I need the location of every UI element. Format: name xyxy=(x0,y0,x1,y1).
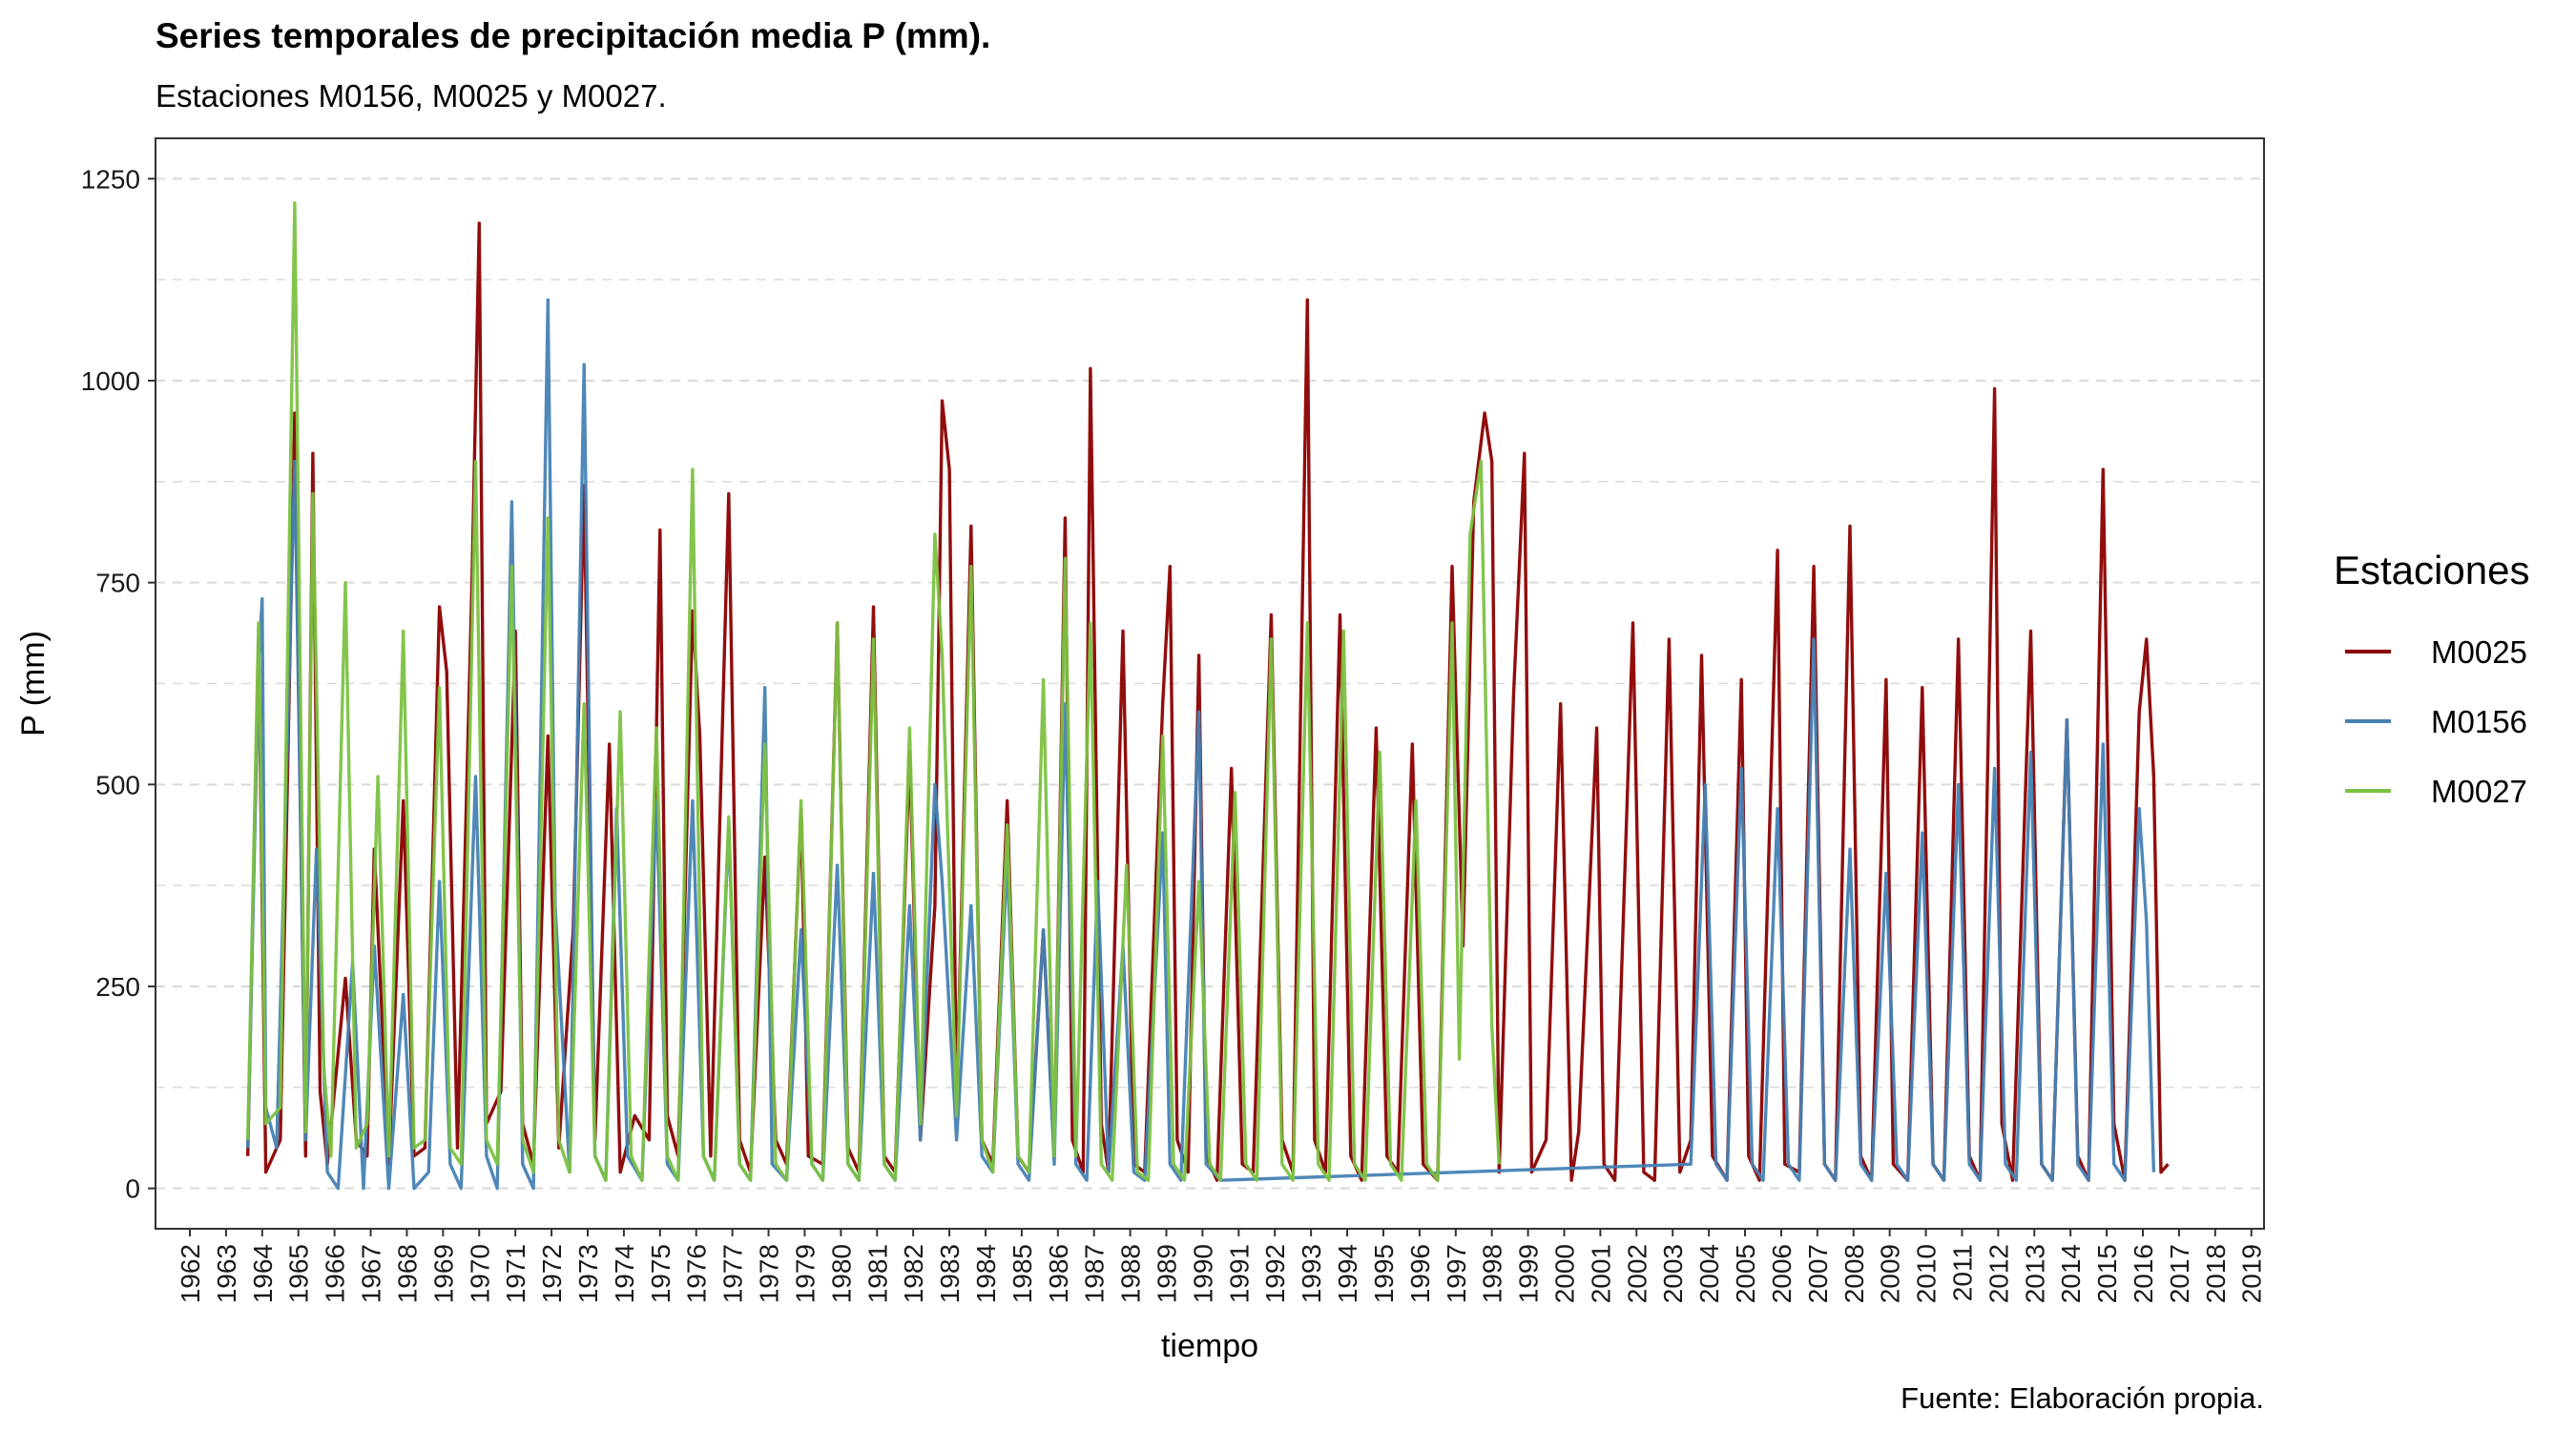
y-tick-label: 250 xyxy=(95,972,140,1002)
x-tick-label: 2016 xyxy=(2129,1244,2158,1303)
x-tick-label: 2005 xyxy=(1731,1244,1760,1303)
x-tick-label: 1983 xyxy=(935,1244,965,1303)
x-tick-label: 2019 xyxy=(2237,1244,2267,1303)
x-tick-label: 1972 xyxy=(537,1244,567,1303)
x-tick-label: 2000 xyxy=(1549,1244,1579,1303)
x-tick-label: 1965 xyxy=(284,1244,314,1303)
x-tick-label: 1966 xyxy=(321,1244,350,1303)
y-axis-title: P (mm) xyxy=(15,631,52,736)
y-tick-label: 1000 xyxy=(81,366,140,396)
x-tick-label: 1991 xyxy=(1224,1244,1254,1303)
x-tick-label: 2014 xyxy=(2056,1244,2086,1303)
x-tick-label: 2018 xyxy=(2201,1244,2231,1303)
chart-subtitle: Estaciones M0156, M0025 y M0027. xyxy=(156,78,667,114)
x-tick-label: 1998 xyxy=(1478,1244,1507,1303)
legend-label-m0156: M0156 xyxy=(2431,704,2527,739)
y-tick-label: 0 xyxy=(125,1174,140,1204)
y-tick-label: 1250 xyxy=(81,164,140,194)
y-tick-label: 750 xyxy=(95,569,140,598)
legend: Estaciones M0025 M0156 M0027 xyxy=(2334,548,2529,809)
x-tick-label: 1994 xyxy=(1333,1244,1362,1303)
x-tick-label: 1992 xyxy=(1260,1244,1290,1303)
x-tick-label: 1978 xyxy=(755,1244,784,1303)
chart-caption: Fuente: Elaboración propia. xyxy=(1901,1381,2264,1415)
x-tick-label: 1962 xyxy=(176,1244,205,1303)
x-tick-label: 1980 xyxy=(826,1244,856,1303)
legend-label-m0027: M0027 xyxy=(2431,774,2527,809)
x-tick-label: 2011 xyxy=(1947,1244,1977,1301)
x-tick-label: 1981 xyxy=(862,1244,892,1303)
x-tick-label: 1968 xyxy=(392,1244,422,1303)
series-lines xyxy=(246,201,2170,1191)
series-line-m0156 xyxy=(246,298,2156,1191)
x-tick-label: 1987 xyxy=(1080,1244,1110,1303)
x-tick-label: 2007 xyxy=(1803,1244,1833,1303)
x-tick-label: 2004 xyxy=(1694,1244,1724,1303)
x-tick-label: 1964 xyxy=(248,1244,278,1303)
x-tick-label: 2006 xyxy=(1767,1244,1797,1303)
x-tick-label: 1986 xyxy=(1044,1244,1073,1303)
x-tick-label: 1985 xyxy=(1008,1244,1037,1303)
legend-title: Estaciones xyxy=(2334,548,2529,592)
x-tick-label: 1979 xyxy=(790,1244,820,1303)
x-tick-label: 2002 xyxy=(1622,1244,1652,1303)
x-tick-label: 1970 xyxy=(465,1244,494,1303)
x-tick-label: 1976 xyxy=(682,1244,712,1303)
x-tick-label: 2013 xyxy=(2020,1244,2049,1303)
chart-title: Series temporales de precipitación media… xyxy=(156,16,990,55)
x-tick-label: 1967 xyxy=(357,1244,386,1303)
x-tick-label: 1990 xyxy=(1188,1244,1217,1303)
series-line-m0027 xyxy=(246,201,1501,1182)
x-tick-label: 1973 xyxy=(573,1244,603,1303)
x-tick-label: 2012 xyxy=(1984,1244,2013,1303)
x-tick-label: 2015 xyxy=(2092,1244,2122,1303)
x-tick-label: 2001 xyxy=(1586,1244,1615,1303)
x-tick-label: 1989 xyxy=(1153,1244,1182,1303)
x-tick-label: 1997 xyxy=(1442,1244,1471,1303)
plot-panel-border xyxy=(155,137,2265,1230)
x-tick-label: 1975 xyxy=(646,1244,675,1303)
x-tick-label: 1982 xyxy=(899,1244,928,1303)
x-tick-label: 1971 xyxy=(501,1244,530,1303)
x-tick-label: 1993 xyxy=(1297,1244,1326,1303)
x-tick-label: 1974 xyxy=(610,1244,639,1303)
legend-label-m0025: M0025 xyxy=(2431,634,2527,670)
x-tick-label: 1977 xyxy=(718,1244,748,1303)
x-tick-label: 1988 xyxy=(1116,1244,1146,1303)
x-tick-label: 2008 xyxy=(1839,1244,1869,1303)
x-tick-label: 1999 xyxy=(1514,1244,1544,1303)
x-axis-title: tiempo xyxy=(1161,1328,1258,1364)
x-tick-label: 1996 xyxy=(1405,1244,1435,1303)
x-tick-label: 1995 xyxy=(1369,1244,1399,1303)
x-tick-label: 1963 xyxy=(212,1244,241,1303)
x-tick-label: 1984 xyxy=(971,1244,1001,1303)
y-tick-label: 500 xyxy=(95,770,140,799)
x-tick-label: 2003 xyxy=(1658,1244,1688,1303)
x-tick-label: 2009 xyxy=(1876,1244,1905,1303)
x-tick-label: 2017 xyxy=(2165,1244,2194,1303)
x-tick-label: 2010 xyxy=(1912,1244,1942,1303)
x-tick-label: 1969 xyxy=(428,1244,458,1303)
